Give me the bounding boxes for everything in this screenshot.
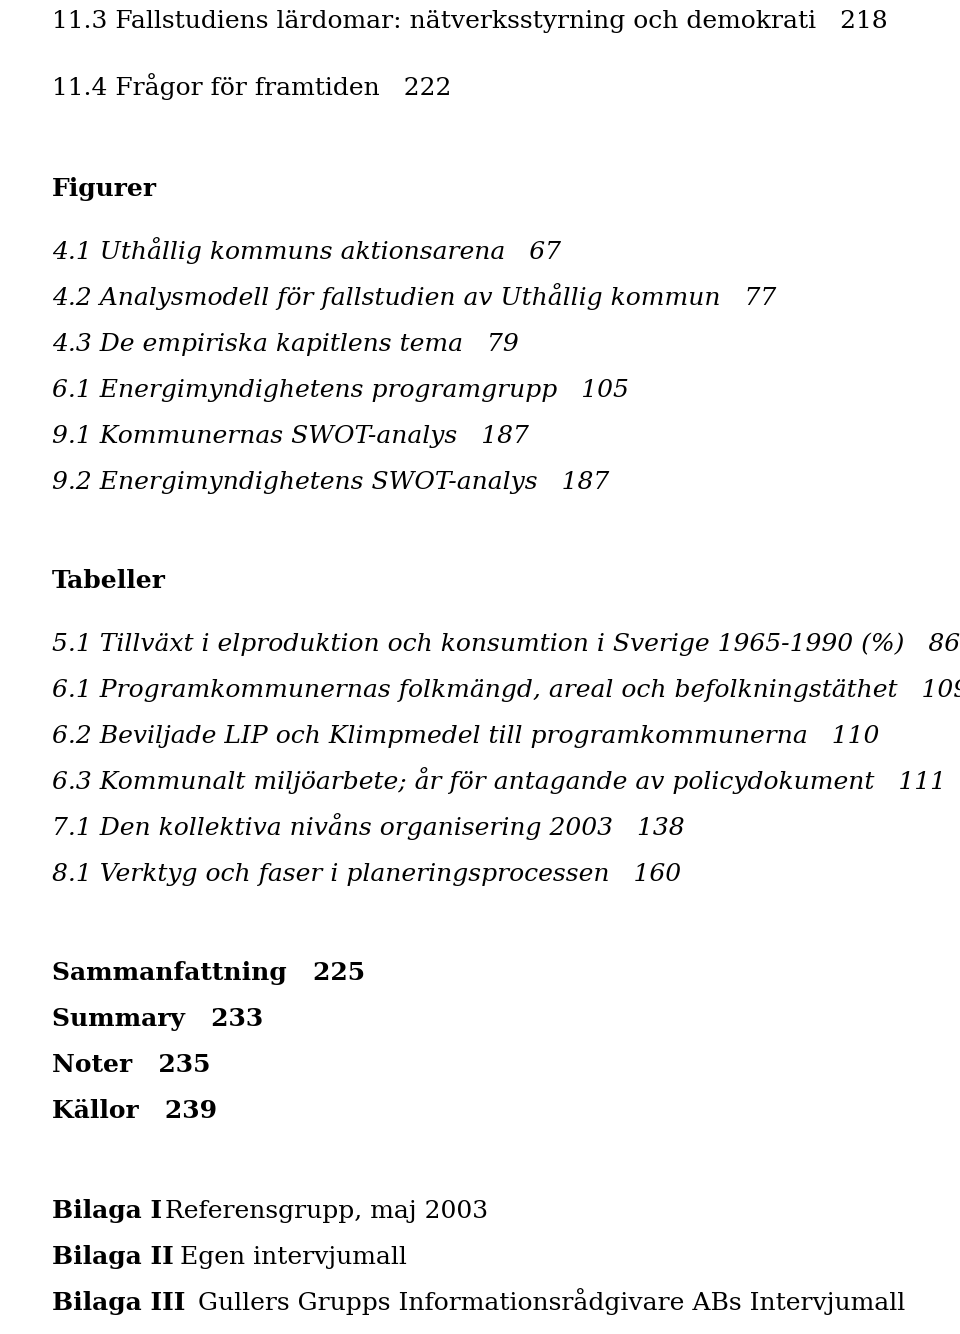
Text: 6.2 Beviljade LIP och Klimpmedel till programkommunerna   110: 6.2 Beviljade LIP och Klimpmedel till pr… bbox=[52, 724, 879, 748]
Text: Gullers Grupps Informationsrådgivare ABs Intervjumall: Gullers Grupps Informationsrådgivare ABs… bbox=[190, 1289, 905, 1315]
Text: Bilaga I: Bilaga I bbox=[52, 1199, 162, 1223]
Text: 8.1 Verktyg och faser i planeringsprocessen   160: 8.1 Verktyg och faser i planeringsproces… bbox=[52, 863, 682, 886]
Text: 6.1 Programkommunernas folkmängd, areal och befolkningstäthet   109: 6.1 Programkommunernas folkmängd, areal … bbox=[52, 679, 960, 702]
Text: Figurer: Figurer bbox=[52, 177, 157, 201]
Text: Bilaga II: Bilaga II bbox=[52, 1245, 174, 1269]
Text: Noter   235: Noter 235 bbox=[52, 1053, 210, 1077]
Text: Sammanfattning   225: Sammanfattning 225 bbox=[52, 960, 365, 984]
Text: 6.3 Kommunalt miljöarbete; år för antagande av policydokument   111: 6.3 Kommunalt miljöarbete; år för antaga… bbox=[52, 767, 946, 794]
Text: Källor   239: Källor 239 bbox=[52, 1099, 217, 1123]
Text: 6.1 Energimyndighetens programgrupp   105: 6.1 Energimyndighetens programgrupp 105 bbox=[52, 379, 629, 402]
Text: 11.4 Frågor för framtiden   222: 11.4 Frågor för framtiden 222 bbox=[52, 73, 451, 100]
Text: Bilaga III: Bilaga III bbox=[52, 1291, 185, 1315]
Text: 9.1 Kommunernas SWOT-analys   187: 9.1 Kommunernas SWOT-analys 187 bbox=[52, 426, 529, 448]
Text: 4.3 De empiriska kapitlens tema   79: 4.3 De empiriska kapitlens tema 79 bbox=[52, 334, 518, 356]
Text: Egen intervjumall: Egen intervjumall bbox=[172, 1246, 407, 1269]
Text: 9.2 Energimyndighetens SWOT-analys   187: 9.2 Energimyndighetens SWOT-analys 187 bbox=[52, 471, 610, 494]
Text: 11.3 Fallstudiens lärdomar: nätverksstyrning och demokrati   218: 11.3 Fallstudiens lärdomar: nätverksstyr… bbox=[52, 9, 888, 33]
Text: Referensgrupp, maj 2003: Referensgrupp, maj 2003 bbox=[157, 1201, 488, 1223]
Text: 4.1 Uthållig kommuns aktionsarena   67: 4.1 Uthållig kommuns aktionsarena 67 bbox=[52, 237, 561, 264]
Text: 7.1 Den kollektiva nivåns organisering 2003   138: 7.1 Den kollektiva nivåns organisering 2… bbox=[52, 812, 684, 840]
Text: Tabeller: Tabeller bbox=[52, 570, 166, 594]
Text: 5.1 Tillväxt i elproduktion och konsumtion i Sverige 1965-1990 (%)   86: 5.1 Tillväxt i elproduktion och konsumti… bbox=[52, 632, 960, 656]
Text: Summary   233: Summary 233 bbox=[52, 1007, 263, 1031]
Text: 4.2 Analysmodell för fallstudien av Uthållig kommun   77: 4.2 Analysmodell för fallstudien av Uthå… bbox=[52, 283, 777, 309]
